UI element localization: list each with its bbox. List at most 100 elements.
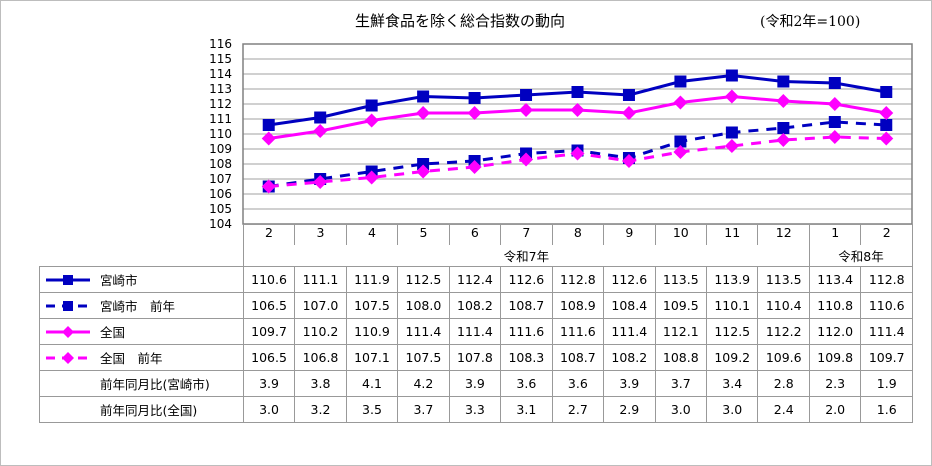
diamond-marker-icon — [467, 106, 482, 120]
y-tick-label: 115 — [209, 52, 232, 66]
value-cell: 113.4 — [808, 266, 862, 293]
legend-label: 全国 前年 — [100, 351, 163, 366]
value-cell: 3.7 — [397, 396, 450, 423]
year-label-r7: 令和7年 — [242, 245, 810, 267]
diamond-marker-icon — [724, 139, 739, 153]
value-cell: 109.7 — [242, 318, 296, 345]
month-label: 9 — [603, 224, 656, 245]
value-cell: 3.0 — [242, 396, 296, 423]
legend-label: 前年同月比(全国) — [100, 403, 198, 418]
value-cell: 111.4 — [448, 318, 502, 345]
legend-label: 宮崎市 — [100, 273, 138, 288]
y-tick-label: 114 — [209, 67, 232, 81]
y-tick-label: 113 — [209, 82, 232, 96]
square-marker-icon — [828, 116, 841, 128]
value-cell: 112.6 — [603, 266, 656, 293]
diamond-marker-icon — [879, 131, 894, 146]
value-cell: 3.4 — [706, 370, 759, 397]
value-cell: 109.2 — [706, 344, 759, 371]
value-cell: 112.5 — [397, 266, 450, 293]
legend-empty-icon — [44, 403, 94, 417]
square-marker-icon — [520, 89, 533, 101]
value-cell: 2.9 — [603, 396, 656, 423]
value-cell: 4.1 — [345, 370, 399, 397]
value-cell: 2.0 — [808, 396, 862, 423]
value-cell: 1.6 — [860, 396, 913, 423]
value-cell: 3.9 — [448, 370, 502, 397]
value-cell: 108.2 — [603, 344, 656, 371]
value-cell: 112.5 — [706, 318, 759, 345]
line-plot — [242, 43, 913, 225]
y-tick-label: 109 — [209, 142, 232, 156]
value-cell: 4.2 — [397, 370, 450, 397]
legend-label: 前年同月比(宮崎市) — [100, 377, 210, 392]
legend-diamond-line-icon — [46, 351, 90, 364]
y-tick-label: 105 — [209, 202, 232, 216]
value-cell: 108.7 — [551, 344, 605, 371]
value-cell: 106.8 — [294, 344, 347, 371]
diamond-marker-icon — [827, 130, 842, 144]
unit-note: (令和2年=100) — [760, 14, 861, 30]
value-cell: 113.5 — [757, 266, 810, 293]
square-marker-icon — [674, 135, 687, 148]
value-cell: 106.5 — [242, 292, 296, 319]
diamond-marker-icon — [776, 133, 791, 147]
legend-cell: 宮崎市 前年 — [39, 292, 244, 319]
value-cell: 2.3 — [808, 370, 862, 397]
series-line-2 — [268, 94, 887, 140]
diamond-marker-icon — [621, 154, 636, 168]
value-cell: 108.0 — [397, 292, 450, 319]
legend-diamond-line-icon — [46, 325, 90, 338]
value-cell: 109.5 — [654, 292, 708, 319]
value-cell: 3.8 — [294, 370, 347, 397]
table-row: 前年同月比(全国) 3.0 3.2 3.5 3.7 3.3 3.1 2.7 2.9 3.0 3.0 2… — [39, 396, 913, 423]
diamond-marker-icon — [467, 160, 482, 174]
legend-entry: 全国 前年 — [40, 348, 243, 367]
value-cell: 108.4 — [603, 292, 656, 319]
diamond-marker-icon — [364, 113, 379, 128]
legend-entry: 前年同月比(宮崎市) — [40, 374, 243, 393]
value-cell: 1.9 — [860, 370, 913, 397]
value-cell: 110.2 — [294, 318, 347, 345]
legend-entry: 宮崎市 前年 — [40, 296, 243, 315]
value-cell: 3.9 — [603, 370, 656, 397]
legend-entry: 前年同月比(全国) — [40, 400, 243, 419]
square-marker-icon — [622, 89, 635, 101]
value-cell: 112.8 — [551, 266, 605, 293]
square-marker-icon — [365, 99, 378, 112]
month-label: 4 — [345, 224, 399, 245]
legend-cell: 前年同月比(全国) — [39, 396, 244, 423]
value-cell: 110.4 — [757, 292, 810, 319]
value-cell: 108.3 — [500, 344, 553, 371]
diamond-marker-icon — [416, 106, 431, 120]
diamond-marker-icon — [416, 164, 431, 179]
legend-cell: 前年同月比(宮崎市) — [39, 370, 244, 397]
diamond-marker-icon — [519, 152, 534, 167]
value-cell: 111.1 — [294, 266, 347, 293]
chart-title: 生鮮食品を除く総合指数の動向 — [0, 10, 932, 31]
month-label: 12 — [757, 224, 810, 245]
table-row: 前年同月比(宮崎市) 3.9 3.8 4.1 4.2 3.9 3.6 3.6 3.9 3.7 3.4… — [39, 370, 913, 397]
value-cell: 107.8 — [448, 344, 502, 371]
value-cell: 107.5 — [397, 344, 450, 371]
plot-area-border — [242, 43, 913, 225]
value-cell: 111.4 — [603, 318, 656, 345]
value-cell: 108.9 — [551, 292, 605, 319]
value-cell: 3.0 — [654, 396, 708, 423]
diamond-marker-icon — [827, 97, 842, 111]
value-cell: 107.0 — [294, 292, 347, 319]
diamond-marker-icon — [724, 89, 739, 104]
value-cell: 112.4 — [448, 266, 502, 293]
y-tick-label: 107 — [209, 172, 232, 186]
table-row: 宮崎市 110.6 111.1 111.9 112.5 112.4 112.6 112.8 11… — [39, 266, 913, 293]
diamond-marker-icon — [673, 145, 688, 159]
value-cell: 110.8 — [808, 292, 862, 319]
diamond-marker-icon — [673, 95, 688, 110]
square-marker-icon — [674, 75, 687, 88]
value-cell: 112.8 — [860, 266, 913, 293]
value-cell: 108.7 — [500, 292, 553, 319]
square-marker-icon — [880, 119, 893, 131]
y-tick-label: 110 — [209, 127, 232, 141]
month-label: 3 — [294, 224, 347, 245]
y-tick-label: 112 — [209, 97, 232, 111]
